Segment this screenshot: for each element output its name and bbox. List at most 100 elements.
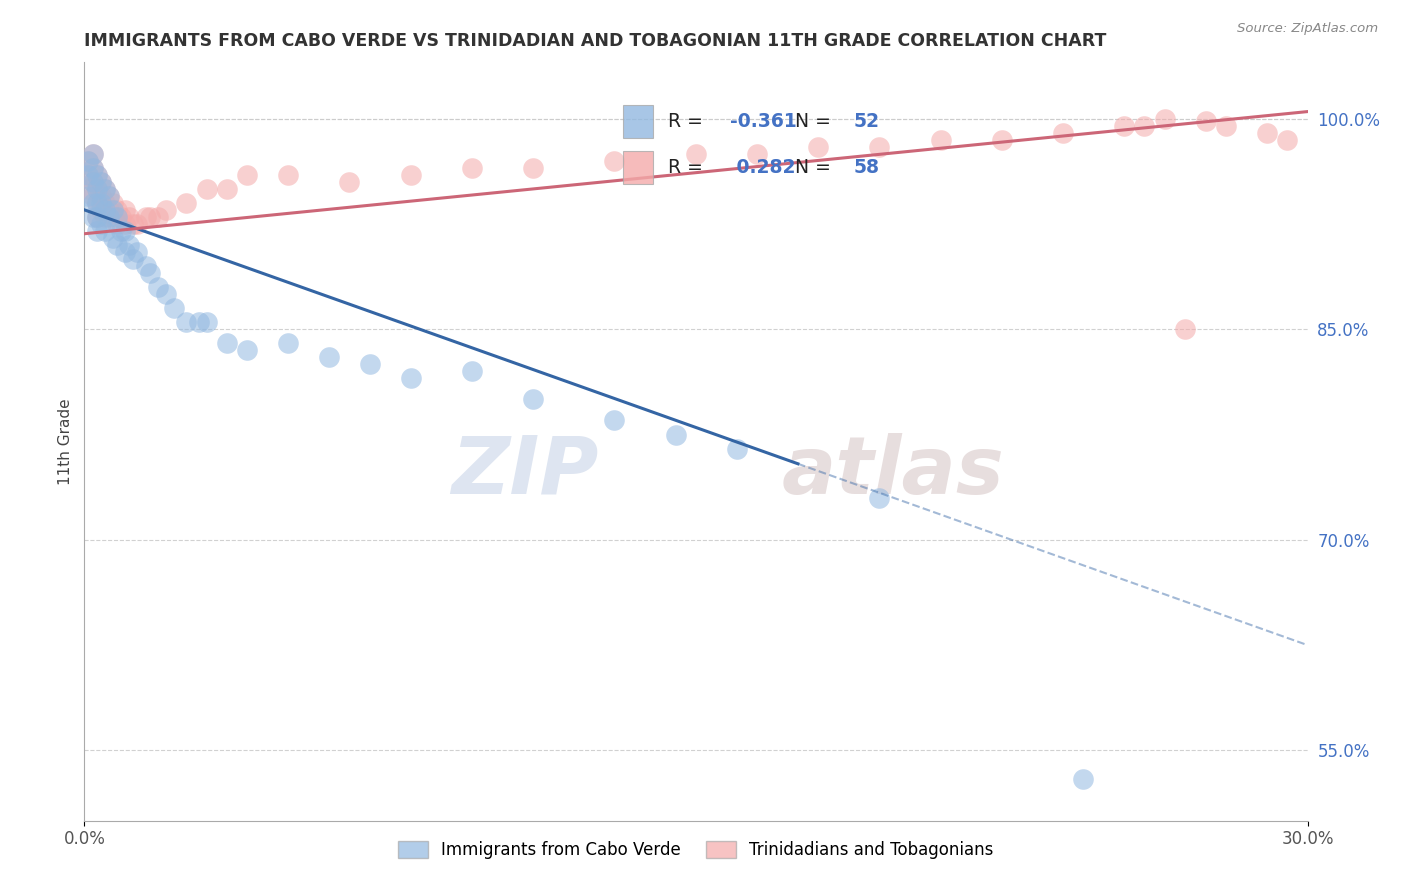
Point	[77, 168, 100, 182]
Point	[82, 161, 104, 175]
Point	[359, 357, 381, 371]
Point	[86, 210, 108, 224]
Text: -0.361: -0.361	[730, 112, 796, 131]
Point	[86, 195, 108, 210]
Point	[236, 168, 259, 182]
Point	[1174, 322, 1197, 336]
Point	[522, 392, 544, 407]
Point	[110, 210, 132, 224]
Point	[1277, 133, 1299, 147]
Point	[991, 133, 1014, 147]
Point	[86, 210, 108, 224]
Text: 0.282: 0.282	[730, 158, 796, 177]
Point	[665, 427, 688, 442]
Point	[399, 168, 422, 182]
Point	[929, 133, 952, 147]
Point	[90, 175, 112, 189]
Point	[101, 231, 124, 245]
Point	[82, 210, 104, 224]
Point	[1133, 119, 1156, 133]
Point	[461, 161, 484, 175]
Point	[82, 175, 104, 189]
Point	[603, 153, 626, 168]
Point	[105, 238, 128, 252]
Point	[135, 210, 157, 224]
Point	[127, 217, 149, 231]
Point	[869, 491, 891, 505]
Point	[101, 210, 124, 224]
Point	[277, 336, 299, 351]
Point	[114, 202, 136, 217]
Text: IMMIGRANTS FROM CABO VERDE VS TRINIDADIAN AND TOBAGONIAN 11TH GRADE CORRELATION : IMMIGRANTS FROM CABO VERDE VS TRINIDADIA…	[84, 32, 1107, 50]
Point	[90, 175, 112, 189]
Point	[97, 202, 120, 217]
Point	[105, 210, 128, 224]
Text: 52: 52	[853, 112, 880, 131]
Point	[97, 189, 120, 203]
Text: Source: ZipAtlas.com: Source: ZipAtlas.com	[1237, 22, 1378, 36]
Point	[138, 210, 160, 224]
Point	[174, 315, 197, 329]
Point	[318, 351, 340, 365]
Point	[1073, 772, 1095, 786]
Point	[122, 217, 145, 231]
Point	[138, 266, 160, 280]
Point	[86, 195, 108, 210]
Point	[1215, 119, 1237, 133]
Point	[90, 189, 112, 203]
Text: 58: 58	[853, 158, 880, 177]
Point	[86, 224, 108, 238]
Point	[101, 195, 124, 210]
Point	[122, 252, 145, 266]
Y-axis label: 11th Grade: 11th Grade	[58, 398, 73, 485]
Point	[195, 182, 218, 196]
Text: N =: N =	[794, 112, 831, 131]
Point	[1052, 126, 1074, 140]
Point	[399, 371, 422, 385]
Point	[277, 168, 299, 182]
Point	[82, 195, 104, 210]
Point	[93, 224, 115, 238]
Point	[685, 146, 707, 161]
Point	[77, 189, 100, 203]
Point	[90, 217, 112, 231]
Point	[77, 153, 100, 168]
Point	[217, 336, 239, 351]
Point	[86, 182, 108, 196]
Point	[93, 210, 115, 224]
Point	[339, 175, 361, 189]
Point	[105, 217, 128, 231]
Point	[93, 182, 115, 196]
Legend: Immigrants from Cabo Verde, Trinidadians and Tobagonians: Immigrants from Cabo Verde, Trinidadians…	[391, 834, 1001, 865]
Point	[86, 168, 108, 182]
Point	[1195, 114, 1218, 128]
Point	[105, 202, 128, 217]
Point	[97, 210, 120, 224]
Point	[807, 139, 830, 153]
Text: R =: R =	[668, 158, 703, 177]
Point	[82, 146, 104, 161]
Point	[77, 182, 100, 196]
Point	[603, 413, 626, 427]
Point	[1114, 119, 1136, 133]
Point	[869, 139, 891, 153]
Point	[118, 238, 141, 252]
Point	[77, 153, 100, 168]
Text: ZIP: ZIP	[451, 433, 598, 511]
Point	[174, 195, 197, 210]
Point	[163, 301, 186, 315]
Point	[114, 217, 136, 231]
Point	[522, 161, 544, 175]
Point	[93, 195, 115, 210]
Point	[114, 224, 136, 238]
Text: N =: N =	[794, 158, 831, 177]
Point	[97, 189, 120, 203]
Point	[82, 175, 104, 189]
Point	[93, 202, 115, 217]
Point	[135, 259, 157, 273]
Point	[82, 189, 104, 203]
Point	[90, 195, 112, 210]
Point	[82, 146, 104, 161]
Point	[155, 287, 177, 301]
Point	[155, 202, 177, 217]
